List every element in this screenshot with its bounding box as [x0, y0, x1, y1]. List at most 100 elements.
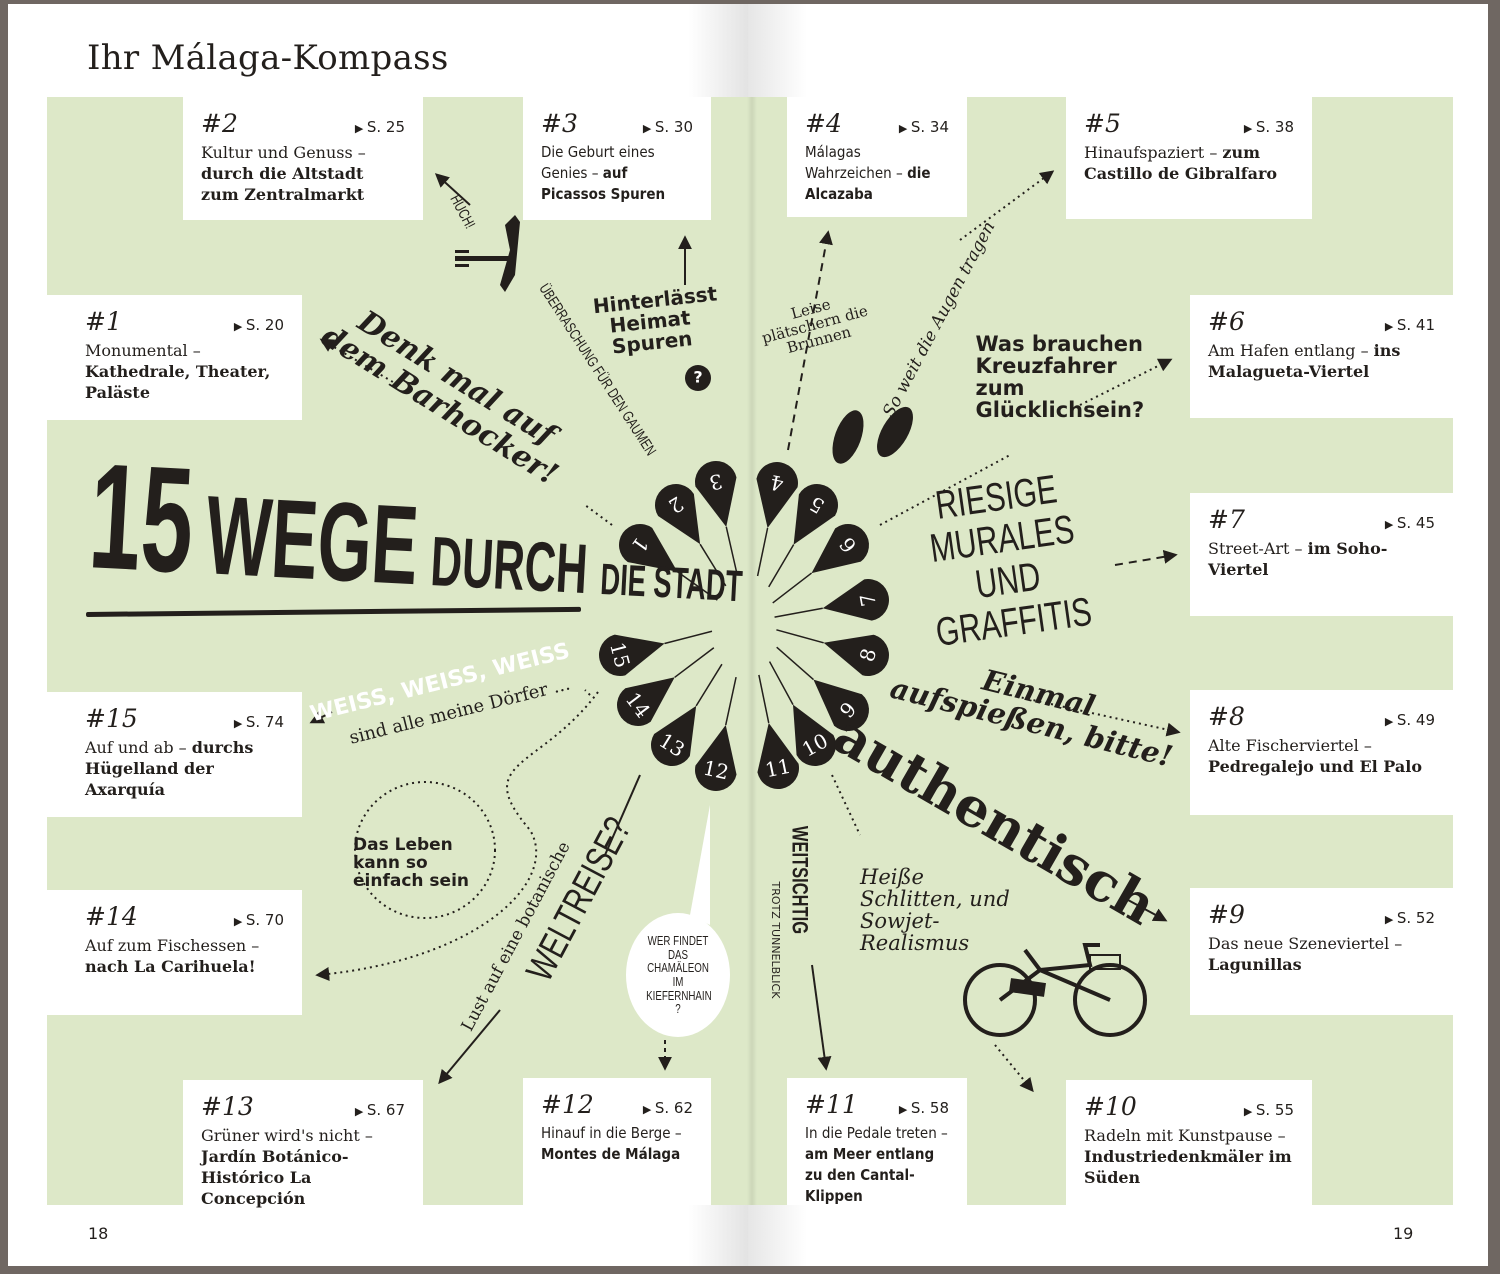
card-number: #5 — [1084, 109, 1121, 138]
card-text: Das neue Szeneviertel – Lagunillas — [1208, 933, 1435, 975]
pin-label: 11 — [763, 754, 793, 783]
card-highlight: nach La Carihuela! — [85, 957, 256, 976]
card-highlight: zum Castillo de Gibralfaro — [1084, 143, 1278, 183]
annotation: WEITSICHTIG — [787, 825, 813, 935]
card: #8 S. 49 Alte Fischerviertel – Pedregalejo… — [1190, 690, 1453, 815]
card-header: #12 S. 62 — [541, 1090, 693, 1119]
pin-label: 12 — [701, 756, 731, 785]
card-page: S. 20 — [234, 316, 284, 334]
arrows — [309, 170, 1181, 1093]
headline-part: WEGE — [202, 472, 422, 609]
card-text: Auf und ab – durchs Hügelland der Axarqu… — [85, 737, 284, 800]
pin-line — [776, 646, 814, 681]
card-intro: Auf zum Fischessen – — [85, 936, 260, 955]
card-header: #10 S. 55 — [1084, 1092, 1294, 1121]
pin — [695, 725, 737, 791]
card: #1 S. 20 Monumental – Kathedrale, Theater,… — [47, 295, 302, 420]
card-highlight: durchs Hügelland der Axarquía — [85, 738, 254, 799]
pin — [619, 524, 678, 572]
card-header: #15 S. 74 — [85, 704, 284, 733]
card: #6 S. 41 Am Hafen entlang – ins Malagueta-… — [1190, 295, 1453, 418]
card-text: Málagas Wahrzeichen – die Alcazaba — [805, 142, 949, 205]
card-intro: In die Pedale treten – — [805, 1124, 948, 1142]
annotation: Das Leben kann so einfach sein — [353, 835, 470, 891]
pin — [695, 461, 737, 527]
card-highlight: Jardín Botánico-Histórico La Concepción — [201, 1147, 349, 1208]
footprints-icon — [832, 406, 913, 464]
card-number: #7 — [1208, 505, 1245, 534]
card-header: #1 S. 20 — [85, 307, 284, 336]
pin-line — [674, 647, 715, 678]
card-header: #11 S. 58 — [805, 1090, 949, 1119]
card-number: #12 — [541, 1090, 594, 1119]
pin-line — [768, 661, 794, 705]
card-number: #4 — [805, 109, 842, 138]
background-panel — [47, 97, 1453, 1205]
card-header: #13 S. 67 — [201, 1092, 405, 1121]
card-number: #11 — [805, 1090, 858, 1119]
card-intro: Radeln mit Kunstpause – — [1084, 1126, 1286, 1145]
card-number: #2 — [201, 109, 238, 138]
card-page: S. 34 — [899, 118, 949, 136]
card: #3 S. 30 Die Geburt eines Genies – auf Pic… — [523, 97, 711, 220]
card-number: #10 — [1084, 1092, 1137, 1121]
card-number: #6 — [1208, 307, 1245, 336]
card-header: #6 S. 41 — [1208, 307, 1435, 336]
card-text: Am Hafen entlang – ins Malagueta-Viertel — [1208, 340, 1435, 382]
pin-label: 4 — [768, 470, 785, 496]
card-header: #5 S. 38 — [1084, 109, 1294, 138]
pin — [792, 704, 836, 766]
card: #15 S. 74 Auf und ab – durchs Hügelland de… — [47, 692, 302, 817]
card-intro: Hinaufspaziert – — [1084, 143, 1218, 162]
pin-line — [695, 663, 723, 707]
pin-line — [756, 527, 769, 577]
card-header: #7 S. 45 — [1208, 505, 1435, 534]
pin — [813, 679, 869, 731]
card-header: #2 S. 25 — [201, 109, 405, 138]
card-text: Grüner wird's nicht – Jardín Botánico-Hi… — [201, 1125, 405, 1209]
card-text: In die Pedale treten – am Meer entlang z… — [805, 1123, 949, 1207]
card: #4 S. 34 Málagas Wahrzeichen – die Alcazab… — [787, 97, 967, 217]
pin — [651, 705, 697, 766]
pin-line — [772, 572, 813, 604]
card-highlight: die Alcazaba — [805, 164, 931, 203]
card-page: S. 62 — [643, 1099, 693, 1117]
headline-part: DIE STADT — [599, 554, 744, 612]
card-page: S. 74 — [234, 713, 284, 731]
card-highlight: am Meer entlang zu den Cantal-Klippen — [805, 1145, 935, 1205]
headline-part: DURCH — [428, 522, 590, 609]
card: #11 S. 58 In die Pedale treten – am Meer e… — [787, 1078, 967, 1205]
card-intro: Kultur und Genuss – — [201, 143, 366, 162]
card: #13 S. 67 Grüner wird's nicht – Jardín Bot… — [183, 1080, 423, 1208]
pin-line — [664, 630, 713, 645]
card-page: S. 70 — [234, 911, 284, 929]
card-intro: Monumental – — [85, 341, 201, 360]
card-number: #14 — [85, 902, 138, 931]
card: #2 S. 25 Kultur und Genuss – durch die Alt… — [183, 97, 423, 220]
page-number: 19 — [1393, 1224, 1414, 1243]
card-text: Alte Fischerviertel – Pedregalejo und El… — [1208, 735, 1435, 777]
card-text: Street-Art – im Soho-Viertel — [1208, 538, 1435, 580]
card-page: S. 55 — [1244, 1101, 1294, 1119]
card-text: Auf zum Fischessen – nach La Carihuela! — [85, 935, 284, 977]
card-highlight: Pedregalejo und El Palo — [1208, 757, 1423, 776]
card-highlight: auf Picassos Spuren — [541, 164, 666, 203]
pin-line — [725, 526, 738, 575]
card-number: #9 — [1208, 900, 1245, 929]
pin — [793, 484, 838, 545]
card: #9 S. 52 Das neue Szeneviertel – Lagunilla… — [1190, 888, 1453, 1015]
annotation: RIESIGE MURALES UND GRAFFITIS — [927, 467, 1095, 656]
card-intro: Das neue Szeneviertel – — [1208, 934, 1403, 953]
card-header: #14 S. 70 — [85, 902, 284, 931]
bicycle-icon — [963, 943, 1147, 1037]
pin-line — [776, 629, 824, 644]
card-intro: Grüner wird's nicht – — [201, 1126, 373, 1145]
card-highlight: Kathedrale, Theater, Paläste — [85, 362, 271, 402]
speech-bubble — [626, 913, 730, 1037]
annotation: Hinterlässt Heimat Spuren — [591, 281, 719, 359]
card-number: #13 — [201, 1092, 254, 1121]
annotation: TROTZ TUNNELBLICK — [768, 881, 782, 999]
headline-part: 15 — [85, 431, 198, 605]
